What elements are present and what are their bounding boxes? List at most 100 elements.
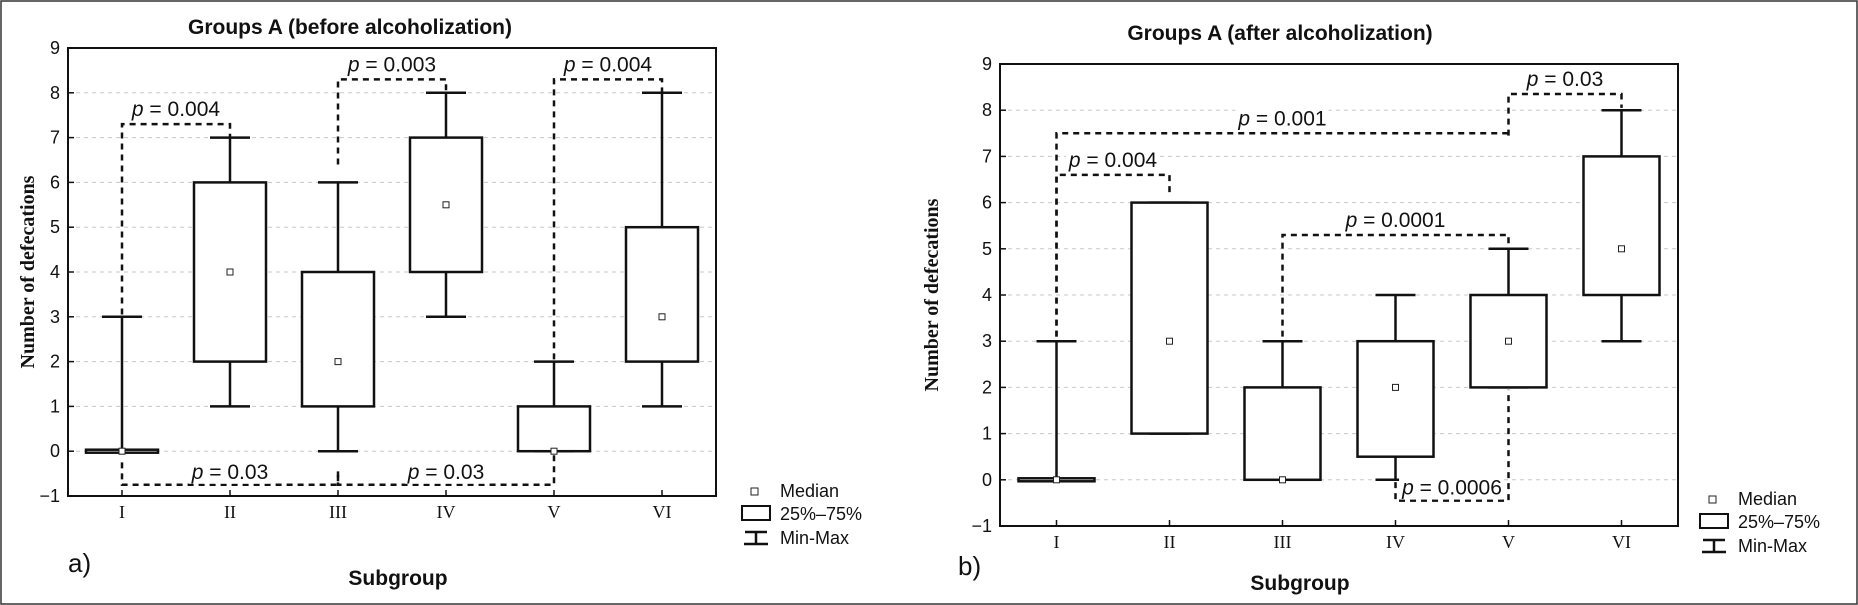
median-marker: [1392, 383, 1399, 391]
chart-title: Groups A (after alcoholization): [1127, 22, 1432, 45]
y-tick-label: 4: [50, 262, 60, 282]
median-marker: [1166, 337, 1173, 345]
comparison-bracket: p = 0.0001: [1281, 208, 1510, 337]
x-tick-label: V: [548, 502, 561, 522]
box-III: [300, 181, 376, 453]
y-axis-label: Number of defecations: [921, 198, 943, 391]
x-tick-label: I: [119, 502, 125, 522]
p-value-label: p = 0.004: [1068, 149, 1157, 172]
box-iqr: [1130, 201, 1209, 435]
p-value-label-bg: [344, 53, 439, 77]
p-value-label-bg: [404, 460, 487, 484]
box-iqr: [1356, 339, 1435, 458]
comparison-bracket: p = 0.004: [120, 98, 232, 315]
x-tick-label: V: [1502, 532, 1515, 552]
panel-label: a): [68, 548, 91, 578]
bracket-line: [1055, 173, 1171, 337]
y-tick-label: 9: [982, 54, 992, 74]
chart-title: Groups A (before alcoholization): [188, 16, 512, 39]
legend-box-icon: [1699, 513, 1729, 529]
box-iqr: [1243, 386, 1322, 482]
box-III: [1243, 339, 1322, 484]
legend-median-icon: [1708, 495, 1717, 504]
p-value-label: p = 0.001: [1237, 107, 1326, 130]
comparison-bracket: p = 0.0006: [1394, 389, 1510, 502]
box-iqr: [516, 405, 592, 453]
p-value-label: p = 0.004: [563, 53, 652, 76]
comparison-bracket: p = 0.004: [1055, 148, 1171, 337]
p-value-label: p = 0.0006: [1401, 477, 1502, 500]
y-tick-label: 3: [982, 331, 992, 351]
box-I: [84, 315, 160, 455]
legend: Median 25%–75% Min-Max: [741, 481, 862, 548]
x-tick-label: II: [1164, 532, 1176, 552]
comparison-bracket: p = 0.004: [552, 53, 664, 360]
p-value-label-bg: [128, 98, 223, 122]
bracket-line: [120, 462, 340, 487]
box-V: [516, 360, 592, 455]
y-tick-label: 7: [982, 146, 992, 166]
legend-label-minmax: Min-Max: [1738, 536, 1807, 556]
legend-minmax-icon: [1702, 538, 1726, 554]
box-II: [192, 136, 268, 408]
p-value-label-bg: [1235, 107, 1329, 131]
y-axis-label: Number of defecations: [17, 175, 39, 368]
y-tick-label: 0: [50, 441, 60, 461]
comparison-bracket: p = 0.03: [120, 460, 340, 487]
p-value-label-bg: [1523, 68, 1606, 92]
bracket-line: [336, 453, 556, 487]
box-II: [1130, 201, 1209, 435]
p-value-label: p = 0.0001: [1345, 209, 1446, 232]
y-tick-label: 4: [982, 285, 992, 305]
p-value-label: p = 0.03: [407, 461, 485, 484]
panel-label: b): [958, 551, 981, 581]
y-tick-label: −1: [971, 516, 992, 536]
median-marker: [1279, 476, 1286, 484]
p-value-label: p = 0.03: [191, 461, 269, 484]
box-V: [1469, 247, 1548, 389]
x-tick-label: III: [329, 502, 347, 522]
median-marker: [658, 313, 666, 321]
legend: Median 25%–75% Min-Max: [1699, 489, 1820, 556]
bracket-line: [552, 78, 664, 360]
y-tick-label: 8: [50, 83, 60, 103]
box-iqr: [624, 225, 700, 363]
y-tick-label: 5: [982, 239, 992, 259]
box-IV: [1356, 293, 1435, 482]
x-tick-label: VI: [653, 502, 672, 522]
median-marker: [1618, 245, 1625, 253]
x-axis-label: Subgroup: [1250, 572, 1349, 595]
x-axis-label: Subgroup: [348, 567, 447, 590]
legend-box-icon: [741, 505, 771, 521]
legend-label-minmax: Min-Max: [780, 528, 849, 548]
y-tick-label: 3: [50, 307, 60, 327]
y-tick-label: 9: [50, 38, 60, 58]
y-tick-label: −1: [39, 486, 60, 506]
p-value-label: p = 0.004: [131, 98, 220, 121]
p-value-label-bg: [560, 53, 655, 77]
p-value-label: p = 0.03: [1526, 68, 1604, 91]
y-tick-label: 1: [982, 424, 992, 444]
comparison-bracket: p = 0.03: [336, 453, 556, 487]
y-tick-label: 6: [50, 172, 60, 192]
x-tick-label: IV: [437, 502, 456, 522]
bracket-line: [336, 78, 448, 165]
p-value-label-bg: [1342, 208, 1448, 232]
median-marker: [334, 358, 342, 366]
box-IV: [408, 91, 484, 319]
box-iqr: [300, 270, 376, 408]
y-tick-label: 0: [982, 470, 992, 490]
y-tick-label: 8: [982, 100, 992, 120]
x-tick-label: III: [1274, 532, 1292, 552]
median-marker: [226, 268, 234, 276]
comparison-bracket: p = 0.03: [1507, 68, 1623, 136]
x-tick-label: I: [1054, 532, 1060, 552]
box-VI: [624, 91, 700, 408]
y-tick-label: 2: [50, 352, 60, 372]
x-tick-label: IV: [1386, 532, 1405, 552]
legend-minmax-icon: [744, 530, 768, 546]
